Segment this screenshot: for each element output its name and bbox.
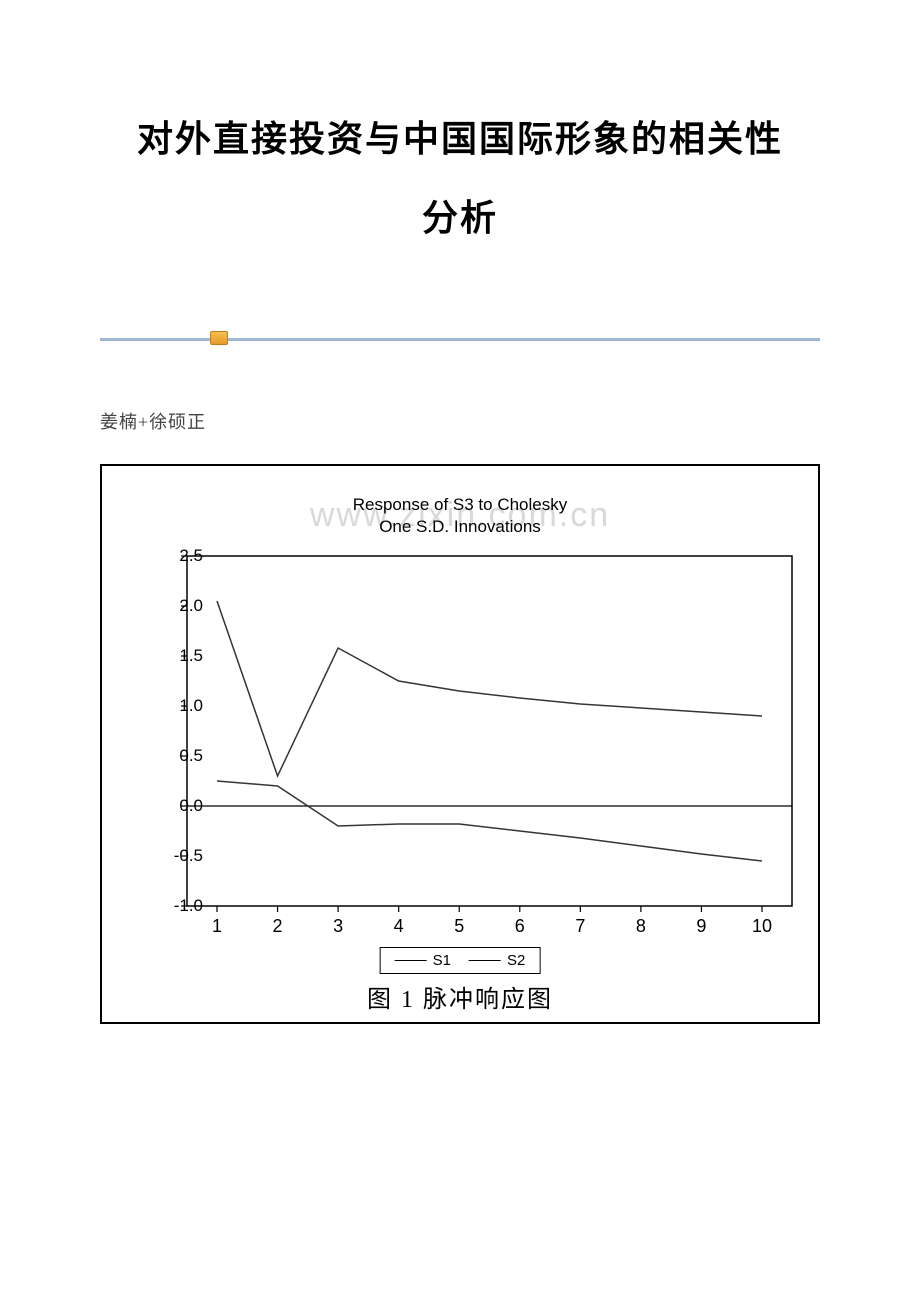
y-tick-label: 0.0: [153, 796, 203, 816]
legend-item-s1: S1: [395, 952, 451, 969]
x-tick-label: 7: [575, 916, 585, 937]
x-tick-label: 1: [212, 916, 222, 937]
x-tick-label: 8: [636, 916, 646, 937]
page: 对外直接投资与中国国际形象的相关性 分析 姜楠+徐硕正 www.zixin.co…: [0, 0, 920, 1084]
plot-svg: [187, 556, 792, 906]
divider: [100, 328, 820, 348]
y-tick-label: 1.0: [153, 696, 203, 716]
legend-item-s2: S2: [469, 952, 525, 969]
document-title: 对外直接投资与中国国际形象的相关性 分析: [100, 100, 820, 258]
y-tick-label: 0.5: [153, 746, 203, 766]
x-tick-label: 2: [273, 916, 283, 937]
y-tick-label: 1.5: [153, 646, 203, 666]
x-tick-label: 6: [515, 916, 525, 937]
divider-icon: [210, 331, 228, 345]
plot-area: [187, 556, 792, 906]
y-tick-label: -1.0: [153, 896, 203, 916]
x-tick-label: 5: [454, 916, 464, 937]
legend-label-s2: S2: [507, 952, 525, 969]
title-line-1: 对外直接投资与中国国际形象的相关性: [100, 100, 820, 179]
title-line-2: 分析: [100, 179, 820, 258]
chart-content: Response of S3 to Cholesky One S.D. Inno…: [102, 466, 818, 1022]
x-tick-label: 9: [696, 916, 706, 937]
x-tick-label: 4: [394, 916, 404, 937]
divider-line: [100, 338, 820, 341]
chart-title-line-1: Response of S3 to Cholesky: [353, 495, 568, 514]
impulse-response-chart: www.zixin.com.cn Response of S3 to Chole…: [100, 464, 820, 1024]
x-tick-label: 3: [333, 916, 343, 937]
legend-label-s1: S1: [433, 952, 451, 969]
y-tick-label: -0.5: [153, 846, 203, 866]
legend-line-icon: [469, 960, 501, 961]
y-tick-label: 2.5: [153, 546, 203, 566]
y-tick-label: 2.0: [153, 596, 203, 616]
chart-title-line-2: One S.D. Innovations: [379, 517, 541, 536]
chart-caption: 图 1 脉冲响应图: [102, 979, 818, 1014]
author-text: 姜楠+徐硕正: [100, 408, 820, 434]
legend-line-icon: [395, 960, 427, 961]
chart-title: Response of S3 to Cholesky One S.D. Inno…: [102, 494, 818, 538]
chart-legend: S1 S2: [380, 947, 541, 974]
x-tick-label: 10: [752, 916, 772, 937]
